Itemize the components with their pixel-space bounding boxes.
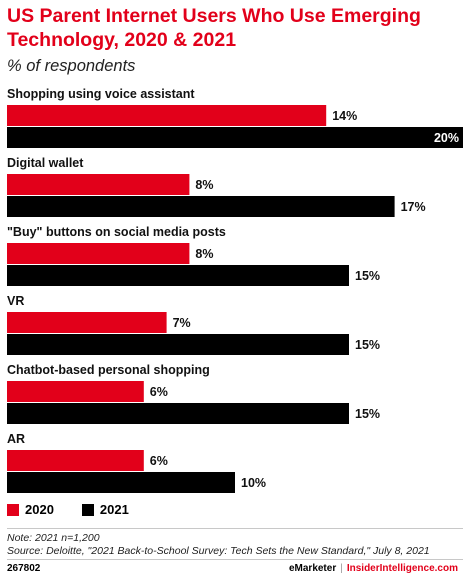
bar-2020 (7, 174, 190, 195)
legend-item-2021: 2021 (81, 502, 129, 517)
legend-label-2020: 2020 (25, 502, 54, 517)
data-label-2021: 15% (355, 407, 380, 421)
bar-2021 (7, 472, 235, 493)
category-label: Shopping using voice assistant (7, 87, 195, 101)
bar-2020 (7, 450, 144, 471)
footer-brand: eMarketer | InsiderIntelligence.com (289, 563, 458, 574)
data-label-2021: 20% (434, 131, 459, 145)
note-text: Note: 2021 n=1,200 (7, 532, 100, 544)
chart-id: 267802 (7, 563, 41, 574)
bar-2021 (7, 127, 463, 148)
brand-insider-intelligence: InsiderIntelligence.com (346, 563, 458, 574)
source-text: Source: Deloitte, "2021 Back-to-School S… (7, 545, 430, 557)
data-label-2020: 6% (150, 385, 168, 399)
legend-label-2021: 2021 (99, 502, 129, 517)
legend: 2020 2021 (7, 502, 157, 517)
divider-top (7, 528, 463, 529)
bar-2020 (7, 105, 327, 126)
category-label: AR (7, 432, 25, 446)
brand-emarketer: eMarketer (288, 563, 337, 574)
bar-2021 (7, 265, 349, 286)
chart-subtitle: % of respondents (7, 57, 136, 75)
bar-chart: Shopping using voice assistant 14% 20% Digi… (7, 87, 463, 493)
category-label: "Buy" buttons on social media posts (7, 225, 226, 239)
bar-2021 (7, 196, 395, 217)
data-label-2020: 6% (150, 454, 168, 468)
bar-2020 (7, 243, 190, 264)
category-label: Chatbot-based personal shopping (7, 363, 210, 377)
bar-2020 (7, 312, 167, 333)
data-label-2021: 15% (355, 269, 380, 283)
bar-2021 (7, 403, 349, 424)
bar-2021 (7, 334, 349, 355)
data-label-2020: 7% (173, 316, 191, 330)
bar-2020 (7, 381, 144, 402)
legend-item-2020: 2020 (7, 502, 54, 517)
data-label-2020: 14% (332, 109, 357, 123)
brand-separator: | (340, 563, 343, 574)
category-label: VR (7, 294, 24, 308)
category-label: Digital wallet (7, 156, 84, 170)
data-label-2021: 15% (355, 338, 380, 352)
data-label-2020: 8% (195, 178, 213, 192)
data-label-2020: 8% (195, 247, 213, 261)
chart-title: US Parent Internet Users Who Use Emergin… (7, 5, 421, 51)
divider-bottom (7, 559, 463, 560)
legend-swatch-2020 (7, 503, 19, 516)
legend-swatch-2021 (81, 503, 94, 516)
data-label-2021: 10% (241, 476, 266, 490)
data-label-2021: 17% (401, 200, 426, 214)
